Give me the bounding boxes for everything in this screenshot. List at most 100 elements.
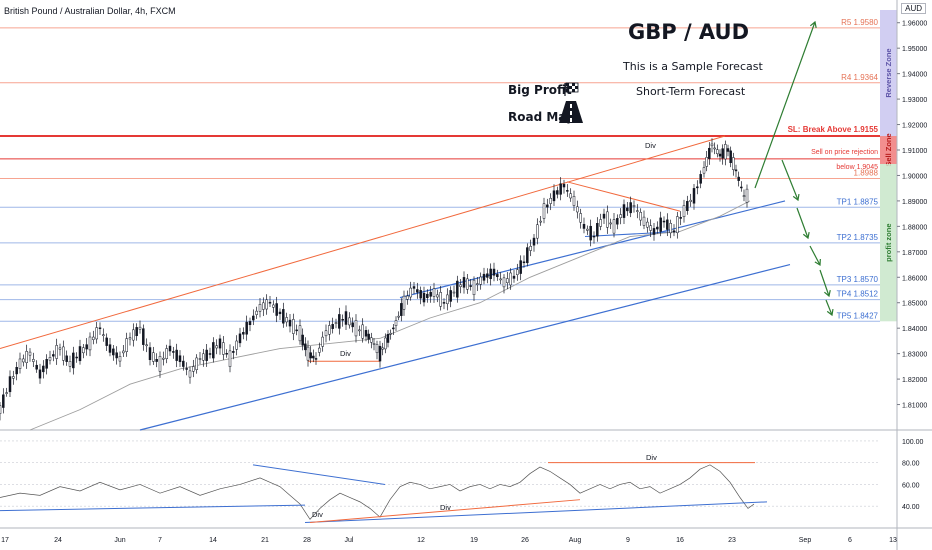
- down-arrow-3: [809, 245, 821, 266]
- down-arrow-1-head: [792, 193, 800, 202]
- div-support-line: [584, 230, 681, 238]
- candle-body: [539, 220, 542, 223]
- candle-body: [344, 311, 348, 325]
- candle-body: [639, 212, 642, 221]
- candle-body: [245, 321, 248, 335]
- candle-body: [589, 225, 592, 241]
- price-tick-label: 1.86000: [902, 275, 927, 282]
- candle-body: [732, 157, 735, 170]
- candle-body: [572, 196, 576, 206]
- candle-body: [118, 356, 122, 362]
- trendlines-layer: [0, 135, 791, 431]
- candle-body: [361, 324, 364, 339]
- time-tick-label: 24: [54, 537, 62, 544]
- candle-body: [416, 289, 419, 293]
- candle-body: [442, 302, 446, 304]
- candle-body: [312, 355, 315, 359]
- candle-body: [666, 219, 669, 230]
- time-tick-label: 14: [209, 537, 217, 544]
- big-profit-label: Big Profit: [508, 83, 572, 97]
- div-annotation: Div: [645, 141, 656, 150]
- candle-body: [195, 357, 198, 370]
- candle-body: [636, 210, 639, 212]
- candle-body: [489, 268, 492, 280]
- candle-body: [324, 330, 328, 337]
- candle-body: [242, 332, 245, 335]
- candle-body: [62, 346, 65, 361]
- candle-body: [689, 199, 692, 202]
- candle-body: [679, 217, 682, 219]
- rsi-trend-1: [0, 504, 306, 512]
- candle-body: [92, 336, 95, 340]
- candle-body: [122, 350, 125, 354]
- candle-body: [599, 219, 602, 227]
- candle-body: [108, 344, 112, 353]
- up-forecast-arrow-head: [809, 20, 817, 29]
- candle-body: [432, 288, 436, 297]
- candle-body: [609, 222, 612, 225]
- time-tick-label: Jun: [114, 537, 125, 544]
- candle-body: [412, 286, 416, 289]
- down-arrow-5: [825, 299, 833, 316]
- candle-body: [536, 224, 539, 239]
- candle-body: [506, 278, 509, 284]
- candle-body: [710, 143, 714, 147]
- candle-body: [729, 150, 732, 164]
- candle-body: [225, 352, 228, 355]
- rsi-tick-label: 60.00: [902, 482, 920, 489]
- candle-body: [128, 337, 132, 340]
- candle-body: [546, 204, 549, 208]
- candle-body: [354, 320, 358, 337]
- candle-body: [367, 333, 370, 340]
- candle-body: [318, 347, 321, 353]
- level-label: Sell on price rejection: [811, 149, 878, 156]
- candle-body: [532, 237, 536, 246]
- candle-body: [135, 327, 138, 337]
- zone-label: Reverse Zone: [884, 48, 893, 97]
- price-tick-label: 1.94000: [902, 72, 927, 79]
- rsi-line: [0, 464, 755, 520]
- candle-body: [456, 280, 459, 298]
- candle-body: [292, 319, 295, 334]
- price-tick-label: 1.88000: [902, 224, 927, 231]
- candle-body: [218, 338, 222, 349]
- candle-body: [348, 317, 351, 326]
- candle-body: [526, 247, 529, 264]
- candle-body: [158, 356, 162, 372]
- candle-body: [58, 347, 62, 350]
- candle-body: [482, 273, 486, 281]
- candle-body: [215, 345, 218, 349]
- candle-body: [612, 219, 616, 234]
- candle-body: [512, 275, 516, 279]
- level-label: TP4 1.8512: [837, 290, 879, 299]
- level-label: TP1 1.8875: [837, 197, 879, 206]
- candle-body: [22, 358, 25, 363]
- zone-band: [880, 10, 897, 136]
- candle-body: [42, 365, 45, 373]
- candle-body: [15, 367, 18, 375]
- down-arrow-2: [796, 207, 809, 239]
- candle-body: [552, 190, 556, 202]
- candle-body: [381, 347, 384, 350]
- candle-body: [394, 320, 398, 326]
- candle-body: [334, 322, 338, 324]
- candle-body: [358, 329, 361, 332]
- time-tick-label: 21: [261, 537, 269, 544]
- candle-body: [384, 337, 387, 350]
- candle-body: [629, 202, 632, 214]
- time-tick-label: 9: [626, 537, 630, 544]
- candle-body: [255, 310, 258, 315]
- candle-body: [155, 359, 158, 362]
- candle-body: [172, 351, 175, 353]
- candle-body: [652, 228, 656, 235]
- candle-body: [370, 337, 373, 343]
- candle-body: [378, 345, 382, 362]
- candle-body: [338, 314, 341, 329]
- candle-body: [306, 346, 310, 361]
- candle-body: [28, 351, 32, 356]
- zone-label: Sell Zone: [884, 133, 893, 166]
- candle-body: [268, 301, 272, 304]
- candle-body: [262, 302, 265, 310]
- candle-body: [88, 336, 92, 351]
